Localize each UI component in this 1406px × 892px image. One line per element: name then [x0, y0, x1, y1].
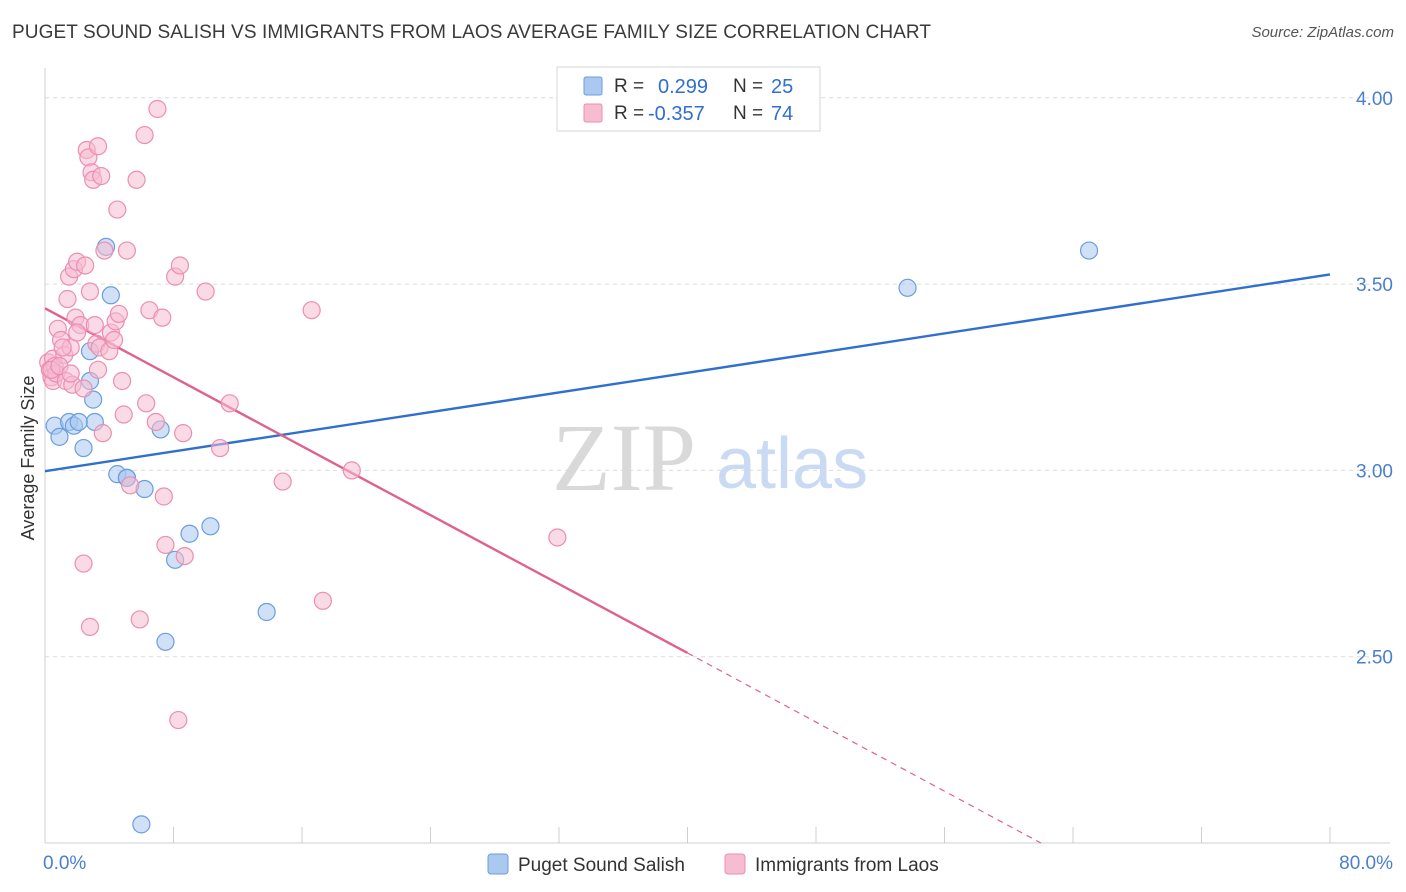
- point-immigrants-from-laos-33: [95, 241, 114, 260]
- point-immigrants-from-laos-61: [220, 394, 239, 413]
- point-puget-sound-salish-22: [1079, 241, 1099, 260]
- y-tick-label-3: 4.00: [1356, 89, 1393, 110]
- stats-swatch-pink: [583, 103, 603, 123]
- stats-r-value-pink: -0.357: [648, 103, 705, 125]
- trendline-puget-sound-salish: [44, 273, 1331, 473]
- point-immigrants-from-laos-29: [88, 360, 108, 379]
- stats-n-label-blue: N =: [733, 76, 763, 97]
- chart-title: PUGET SOUND SALISH VS IMMIGRANTS FROM LA…: [12, 22, 932, 43]
- point-immigrants-from-laos-73: [61, 364, 80, 383]
- point-immigrants-from-laos-36: [104, 330, 124, 350]
- legend-swatch-immigrants-from-laos: [724, 853, 746, 875]
- point-immigrants-from-laos-11: [58, 289, 77, 309]
- point-puget-sound-salish-16: [156, 632, 175, 651]
- stats-swatch-blue: [583, 76, 603, 96]
- trendline-immigrants-from-laos: [44, 307, 689, 655]
- point-immigrants-from-laos-50: [148, 99, 167, 119]
- point-immigrants-from-laos-42: [117, 241, 137, 260]
- point-immigrants-from-laos-40: [112, 371, 132, 391]
- point-immigrants-from-laos-44: [127, 170, 146, 189]
- point-puget-sound-salish-4: [74, 438, 93, 458]
- point-puget-sound-salish-23: [132, 815, 151, 834]
- stats-legend: R = 0.299 N = 25 R = -0.357 N = 74: [556, 66, 821, 132]
- stats-r-label-pink: R =: [614, 103, 644, 124]
- stats-r-label-blue: R =: [614, 76, 644, 97]
- stats-n-value-pink: 74: [771, 103, 793, 125]
- point-immigrants-from-laos-26: [85, 315, 104, 335]
- point-immigrants-from-laos-63: [302, 301, 321, 320]
- trend-layer: [44, 273, 1331, 844]
- point-immigrants-from-laos-19: [74, 379, 93, 398]
- point-immigrants-from-laos-32: [93, 424, 112, 443]
- series-legend: Puget Sound Salish Immigrants from Laos: [487, 853, 939, 876]
- point-immigrants-from-laos-38: [108, 200, 127, 219]
- point-immigrants-from-laos-41: [114, 405, 133, 424]
- point-immigrants-from-laos-45: [130, 610, 149, 629]
- legend-label-puget-sound-salish: Puget Sound Salish: [518, 855, 685, 876]
- point-immigrants-from-laos-60: [210, 438, 230, 458]
- point-immigrants-from-laos-23: [80, 282, 100, 301]
- point-puget-sound-salish-1: [50, 427, 69, 446]
- y-tick-label-2: 3.50: [1356, 275, 1393, 296]
- point-puget-sound-salish-21: [898, 278, 917, 297]
- legend-label-immigrants-from-laos: Immigrants from Laos: [755, 855, 939, 876]
- y-tick-label-0: 2.50: [1356, 648, 1393, 669]
- points-layer: [39, 99, 1099, 834]
- stats-n-value-blue: 25: [771, 76, 793, 98]
- point-immigrants-from-laos-53: [156, 535, 175, 555]
- point-immigrants-from-laos-59: [196, 282, 215, 301]
- watermark-zip: ZIP: [552, 404, 696, 511]
- y-axis-label: Average Family Size: [18, 376, 38, 541]
- point-immigrants-from-laos-46: [135, 125, 154, 145]
- point-immigrants-from-laos-43: [121, 476, 140, 495]
- point-puget-sound-salish-24: [69, 412, 88, 432]
- stats-r-value-blue: 0.299: [658, 76, 708, 98]
- trendline-extension-immigrants-from-laos: [687, 652, 1042, 844]
- point-immigrants-from-laos-66: [548, 528, 567, 547]
- axes-layer: [44, 68, 1390, 844]
- point-puget-sound-salish-19: [201, 517, 220, 536]
- y-tick-label-1: 3.00: [1356, 461, 1393, 482]
- point-immigrants-from-laos-47: [137, 394, 156, 413]
- stats-n-label-pink: N =: [733, 103, 763, 124]
- point-immigrants-from-laos-51: [153, 308, 172, 327]
- point-immigrants-from-laos-56: [170, 256, 190, 275]
- watermark-atlas: atlas: [716, 424, 868, 504]
- point-immigrants-from-laos-52: [154, 487, 173, 506]
- point-immigrants-from-laos-20: [76, 256, 95, 275]
- source-credit: Source: ZipAtlas.com: [1251, 24, 1394, 41]
- point-puget-sound-salish-20: [257, 602, 276, 622]
- point-immigrants-from-laos-65: [342, 461, 361, 480]
- legend-swatch-puget-sound-salish: [487, 853, 509, 875]
- point-immigrants-from-laos-49: [146, 412, 165, 432]
- point-immigrants-from-laos-62: [273, 472, 292, 491]
- point-immigrants-from-laos-28: [88, 137, 108, 156]
- point-puget-sound-salish-10: [101, 286, 120, 305]
- x-tick-label-1: 80.0%: [1339, 853, 1393, 874]
- point-immigrants-from-laos-72: [68, 323, 87, 342]
- point-immigrants-from-laos-39: [109, 304, 128, 324]
- point-immigrants-from-laos-57: [174, 424, 193, 443]
- point-immigrants-from-laos-64: [313, 591, 332, 610]
- point-immigrants-from-laos-31: [92, 166, 111, 186]
- point-immigrants-from-laos-71: [53, 338, 72, 357]
- tick-labels: 2.50 3.00 3.50 4.00 0.0% 80.0%: [43, 89, 1393, 874]
- point-immigrants-from-laos-68: [80, 617, 100, 636]
- point-immigrants-from-laos-67: [74, 554, 93, 573]
- watermark: ZIP atlas: [552, 404, 868, 511]
- grid-layer: [45, 97, 1385, 658]
- point-puget-sound-salish-18: [180, 524, 199, 543]
- point-immigrants-from-laos-55: [169, 710, 188, 730]
- point-immigrants-from-laos-58: [175, 547, 194, 566]
- x-tick-label-0: 0.0%: [43, 853, 86, 874]
